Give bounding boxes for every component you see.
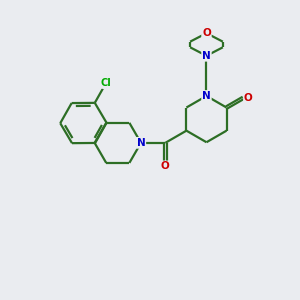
Text: N: N bbox=[136, 138, 145, 148]
Text: O: O bbox=[244, 93, 253, 103]
Text: O: O bbox=[202, 28, 211, 38]
Text: N: N bbox=[202, 51, 211, 61]
Text: O: O bbox=[161, 161, 170, 171]
Text: N: N bbox=[202, 91, 211, 101]
Text: Cl: Cl bbox=[101, 78, 111, 88]
